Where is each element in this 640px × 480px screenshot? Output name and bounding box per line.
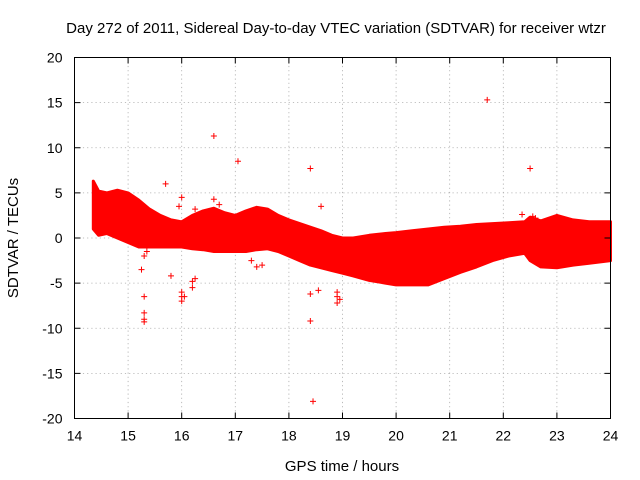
data-point-marker (259, 262, 266, 269)
data-point-marker (141, 309, 148, 316)
data-point-marker (234, 158, 241, 165)
data-point-marker (253, 263, 260, 270)
data-point-marker (484, 96, 491, 103)
y-tick-label: 20 (47, 50, 63, 66)
data-point-marker (162, 180, 169, 187)
x-tick-label: 18 (281, 428, 297, 444)
data-point-marker (167, 272, 174, 279)
data-point-marker (334, 299, 341, 306)
data-point-marker (532, 215, 539, 222)
x-tick-label: 17 (228, 428, 244, 444)
x-tick-label: 21 (442, 428, 458, 444)
data-point-marker (307, 318, 314, 325)
y-tick-label: -10 (42, 320, 62, 336)
data-point-marker (336, 296, 343, 303)
data-point-marker (248, 257, 255, 264)
y-tick-label: 15 (47, 95, 63, 111)
data-point-marker (210, 133, 217, 140)
data-point-marker (519, 211, 526, 218)
data-point-marker (318, 203, 325, 210)
y-tick-label: -15 (42, 365, 62, 381)
data-point-marker (178, 298, 185, 305)
axes-layer: 14 15 16 17 18 19 20 21 22 23 24 -20 -15 -10 -5 0 5 10 15 2… (42, 50, 618, 444)
data-point-marker (141, 293, 148, 300)
y-tick-label: 10 (47, 140, 63, 156)
y-tick-label: -20 (42, 411, 62, 427)
y-tick-label: 5 (55, 185, 63, 201)
data-point-marker (181, 293, 188, 300)
y-tick-label: 0 (55, 230, 63, 246)
x-tick-label: 22 (496, 428, 512, 444)
chart-title: Day 272 of 2011, Sidereal Day-to-day VTE… (66, 20, 606, 37)
y-tick-label: -5 (50, 275, 63, 291)
x-tick-label: 24 (603, 428, 619, 444)
data-point-marker (141, 253, 148, 260)
data-point-marker (192, 206, 199, 213)
x-tick-label: 19 (335, 428, 351, 444)
data-point-marker (334, 293, 341, 300)
data-point-marker (141, 318, 148, 325)
x-tick-label: 16 (174, 428, 190, 444)
data-point-marker (210, 196, 217, 203)
x-tick-label: 23 (549, 428, 565, 444)
data-point-marker (143, 248, 150, 255)
data-point-marker (189, 284, 196, 291)
data-point-marker (307, 290, 314, 297)
data-point-marker (307, 165, 314, 172)
data-point-marker (138, 266, 145, 273)
data-point-marker (192, 275, 199, 282)
x-tick-label: 14 (67, 428, 83, 444)
x-tick-label: 15 (120, 428, 136, 444)
plot-frame (74, 57, 611, 419)
y-axis-title: SDTVAR / TECUs (5, 178, 22, 298)
data-point-marker (216, 201, 223, 208)
data-point-marker (176, 203, 183, 210)
data-point-marker (189, 278, 196, 285)
x-tick-label: 20 (388, 428, 404, 444)
data-point-marker (178, 194, 185, 201)
data-point-marker (527, 165, 534, 172)
x-axis-title: GPS time / hours (285, 458, 399, 475)
data-point-marker (310, 398, 317, 405)
data-point-marker (315, 287, 322, 294)
